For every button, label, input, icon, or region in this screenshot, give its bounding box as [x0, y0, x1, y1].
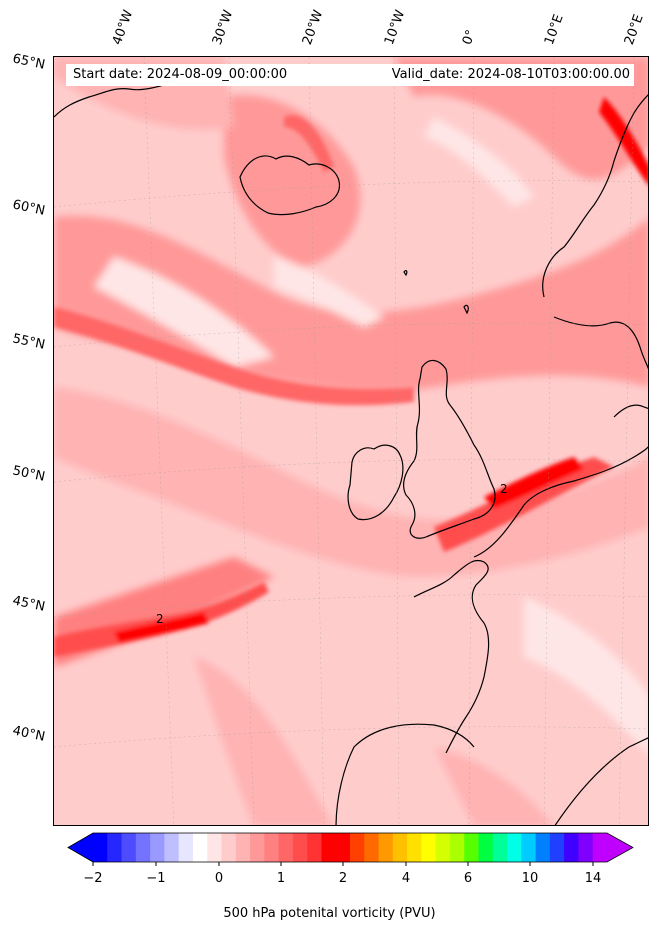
colorbar-swatch: [578, 833, 594, 862]
colorbar-tick-label: 2: [338, 871, 348, 886]
colorbar-swatch: [278, 833, 294, 862]
colorbar-swatch: [435, 833, 451, 862]
colorbar-swatch: [121, 833, 137, 862]
colorbar-swatches: [67, 832, 634, 863]
colorbar-swatch: [350, 833, 365, 862]
start-date-text: Start date: 2024-08-09_00:00:00: [73, 67, 288, 82]
ireland-outline: [347, 444, 404, 521]
colorbar-swatch: [135, 833, 151, 862]
colorbar-swatch: [421, 833, 437, 862]
colorbar-swatch: [321, 833, 337, 862]
colorbar-swatch: [335, 833, 351, 862]
map-panel: 2 2: [53, 56, 649, 826]
colorbar-tick-label: −2: [83, 871, 103, 886]
colorbar-swatch: [549, 833, 565, 862]
colorbar-swatch: [307, 833, 322, 862]
colorbar-ticks: [92, 862, 594, 866]
colorbar-swatch: [292, 833, 308, 862]
date-info-box: Start date: 2024-08-09_00:00:00 Valid_da…: [66, 64, 634, 86]
colorbar: [67, 832, 634, 866]
iceland-outline: [239, 155, 341, 216]
colorbar-tick-label: 14: [584, 871, 602, 886]
contour-label: 2: [500, 482, 508, 496]
colorbar-tick-label: 10: [521, 871, 539, 886]
colorbar-title: 500 hPa potenital vorticity (PVU): [223, 906, 436, 921]
colorbar-extend-max: [607, 833, 633, 862]
colorbar-swatch: [464, 833, 479, 862]
colorbar-swatch: [392, 833, 408, 862]
colorbar-swatch: [449, 833, 465, 862]
colorbar-swatch: [207, 833, 222, 862]
colorbar-swatch: [407, 833, 422, 862]
colorbar-swatch: [221, 833, 237, 862]
colorbar-swatch: [235, 833, 251, 862]
colorbar-extend-min: [68, 833, 93, 862]
colorbar-swatch: [507, 833, 522, 862]
colorbar-swatch: [592, 833, 608, 862]
colorbar-swatch: [264, 833, 280, 862]
colorbar-swatch: [107, 833, 123, 862]
colorbar-tick-label: 0: [214, 871, 224, 886]
contour-label: 2: [156, 612, 164, 626]
colorbar-swatch: [364, 833, 380, 862]
valid-date-text: Valid_date: 2024-08-10T03:00:00.00: [391, 67, 630, 82]
graticule: [54, 57, 648, 825]
colorbar-tick-label: −1: [146, 871, 166, 886]
colorbar-swatch: [164, 833, 180, 862]
colorbar-tick-label: 1: [276, 871, 286, 886]
colorbar-swatch: [564, 833, 579, 862]
colorbar-swatch: [535, 833, 551, 862]
colorbar-tick-label: 4: [401, 871, 411, 886]
coastlines: [54, 72, 648, 825]
colorbar-swatch: [192, 833, 208, 862]
colorbar-swatch: [93, 833, 108, 862]
great-britain-outline: [402, 359, 496, 539]
colorbar-swatch: [378, 833, 394, 862]
colorbar-swatch: [250, 833, 265, 862]
colorbar-tick-label: 6: [463, 871, 473, 886]
colorbar-swatch: [478, 833, 494, 862]
colorbar-swatch: [150, 833, 165, 862]
colorbar-swatch: [521, 833, 537, 862]
colorbar-swatch: [492, 833, 508, 862]
colorbar-swatch: [178, 833, 194, 862]
